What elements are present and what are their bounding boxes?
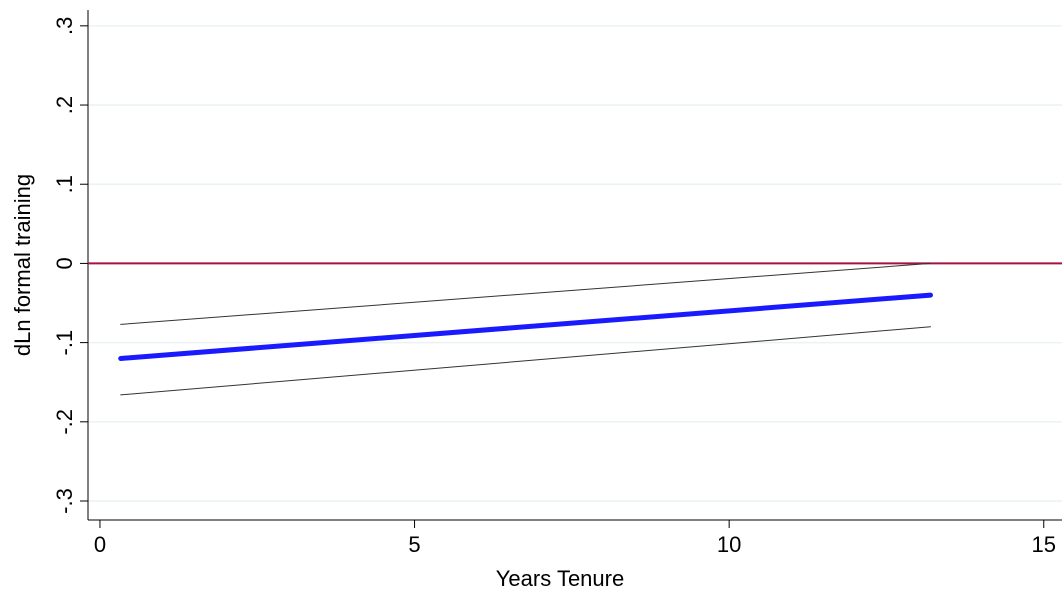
x-tick-label: 15 — [1032, 532, 1056, 557]
x-tick-label: 10 — [717, 532, 741, 557]
y-tick-label: .2 — [52, 96, 77, 114]
y-tick-label: -.1 — [52, 330, 77, 356]
series-line — [120, 326, 931, 396]
x-tick-label: 0 — [94, 532, 106, 557]
y-tick-label: .3 — [52, 17, 77, 35]
y-tick-label: -.2 — [52, 409, 77, 435]
x-tick-label: 5 — [408, 532, 420, 557]
series-line — [118, 292, 933, 361]
x-axis-title: Years Tenure — [496, 566, 624, 591]
y-tick-label: -.3 — [52, 488, 77, 514]
y-axis-title: dLn formal training — [10, 174, 35, 356]
series-line — [120, 262, 931, 325]
y-tick-label: .1 — [52, 175, 77, 193]
y-tick-label: 0 — [52, 257, 77, 269]
